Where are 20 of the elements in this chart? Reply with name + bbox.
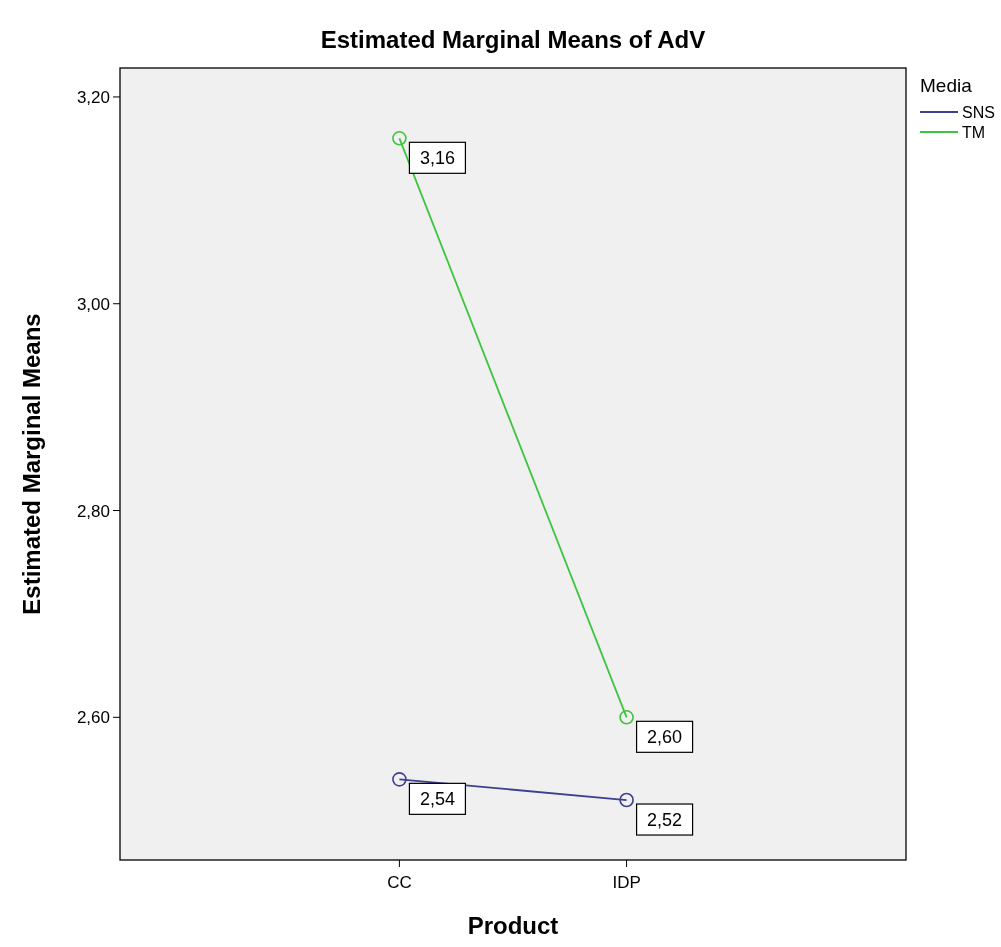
point [392, 772, 407, 787]
legend-title: Media [920, 75, 973, 96]
y-tick-label: 2,80 [76, 501, 110, 521]
legend-label: SNS [962, 104, 995, 121]
data-label: 2,60 [647, 727, 683, 748]
point [619, 710, 634, 725]
data-label: 2,54 [419, 789, 455, 810]
y-tick-label: 2,60 [76, 708, 110, 728]
x-tick-label: CC [387, 873, 412, 892]
chart-title: Estimated Marginal Means of AdV [320, 26, 706, 53]
point [619, 792, 634, 808]
point [392, 131, 407, 146]
x-axis-title: Product [467, 912, 559, 939]
x-tick-label: IDP [612, 873, 641, 892]
legend-label: TM [962, 124, 986, 141]
y-tick-label: 3,00 [76, 294, 110, 314]
data-label: 2,52 [647, 810, 683, 831]
data-label: 3,16 [419, 148, 455, 169]
y-tick-label: 3,20 [76, 87, 110, 107]
y-axis-title: Estimated Marginal Means [18, 313, 45, 615]
